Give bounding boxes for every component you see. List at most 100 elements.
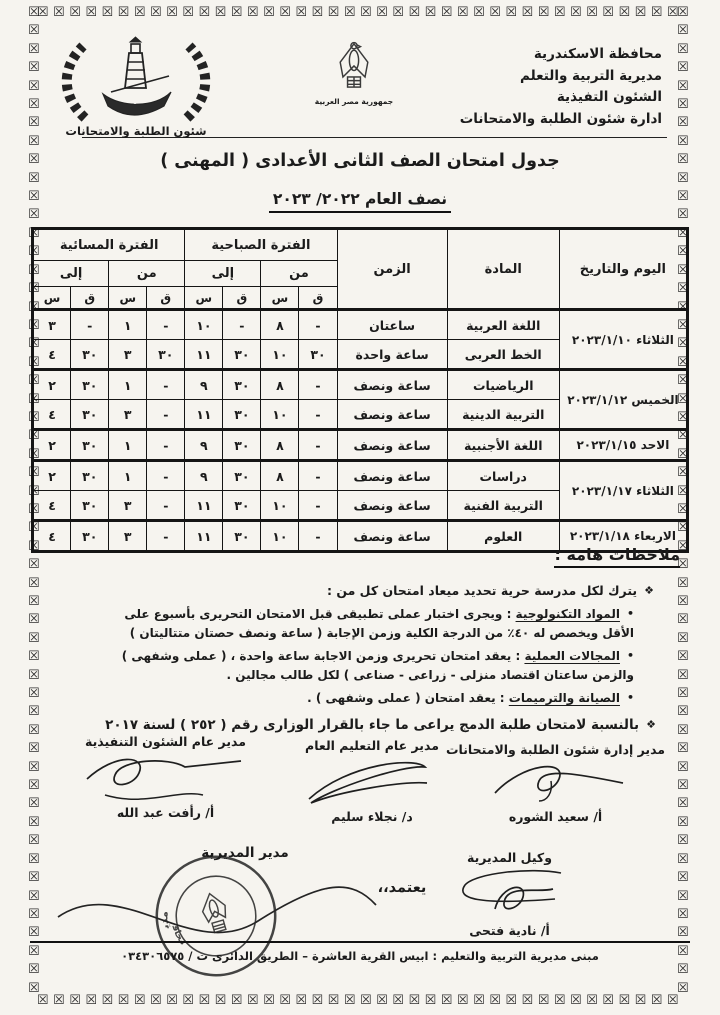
- time-cell: ٣: [108, 339, 148, 370]
- header-hours: س: [184, 286, 224, 310]
- day-cell: الخميس ٢٠٢٣/١/١٢: [558, 368, 689, 430]
- note-text: بالنسبة لامتحان طلبة الدمج يراعى ما جاء …: [105, 717, 640, 733]
- footer-divider: [30, 941, 690, 943]
- time-cell: -: [298, 368, 338, 400]
- signature-title: مدير عام التعليم العام: [305, 738, 439, 753]
- subject-cell: الخط العربى: [446, 339, 560, 370]
- header-minutes: ق: [222, 286, 262, 310]
- signature-name: د/ نجلاء سليم: [331, 809, 413, 824]
- time-cell: -: [146, 490, 186, 521]
- dot-bullet-icon: •: [626, 607, 634, 620]
- header-subject: المادة: [446, 228, 560, 310]
- note-item: ❖ بالنسبة لامتحان طلبة الدمج يراعى ما جاء…: [36, 717, 680, 733]
- table-row: الاحد ٢٠٢٣/١/١٥ اللغة الأجنبية ساعة ونصف…: [31, 428, 689, 461]
- emblem-caption: شئون الطلبة والامتحانات: [65, 124, 207, 138]
- students-exams-admin-line: ادارة شئون الطلبة والامتحانات: [459, 110, 662, 127]
- note-item: • المجالات العملية : يعقد امتحان تحريرى و…: [36, 647, 680, 685]
- time-cell: ٣٠: [298, 339, 338, 370]
- time-cell: ١١: [184, 399, 224, 430]
- time-cell: ١٠: [184, 308, 224, 340]
- directorate-line: مديرية التربية والتعلم: [520, 67, 662, 84]
- signature-scribble: [461, 869, 561, 910]
- time-cell: ٣٠: [70, 368, 110, 400]
- subtitle-text: نصف العام ٢٠٢٢/ ٢٠٢٣: [268, 190, 452, 213]
- time-cell: ١: [108, 428, 148, 461]
- time-cell: -: [298, 459, 338, 491]
- header-day-date: اليوم والتاريخ: [558, 228, 689, 310]
- time-cell: ١١: [184, 490, 224, 521]
- signature-block-general-education: مدير عام التعليم العام د/ نجلاء سليم: [282, 738, 462, 824]
- signature-name: أ/ سعيد الشوره: [508, 809, 603, 824]
- signature-title: وكيل المديرية: [467, 850, 552, 865]
- time-cell: -: [146, 459, 186, 491]
- header-hours: س: [260, 286, 300, 310]
- table-row: الثلاثاء ٢٠٢٣/١/١٧ دراسات ساعة ونصف - ٨ …: [31, 459, 689, 521]
- time-cell: ٣٠: [146, 339, 186, 370]
- letterhead-underline: [82, 137, 667, 138]
- document-title: جدول امتحان الصف الثانى الأعدادى ( المهن…: [160, 151, 560, 171]
- subject-cell: الرياضيات: [446, 368, 560, 400]
- header-from: من: [260, 260, 338, 287]
- time-cell: ١: [108, 368, 148, 400]
- note-item: • الصيانة والترميمات : يعقد امتحان ( عملى…: [36, 689, 680, 708]
- time-cell: ٣٠: [70, 490, 110, 521]
- time-cell: ٨: [260, 428, 300, 461]
- time-cell: ٢: [31, 459, 72, 491]
- time-cell: ١٠: [260, 339, 300, 370]
- stamp-eagle-icon: [201, 892, 227, 934]
- time-cell: ٣٠: [222, 339, 262, 370]
- signature-name: أ/ نادية فتحى: [469, 923, 550, 938]
- note-text: : ويجرى اختبار عملى تطبيقى قبل الامتحان …: [124, 607, 634, 640]
- dot-bullet-icon: •: [626, 649, 634, 662]
- time-cell: ٣٠: [70, 339, 110, 370]
- time-cell: ٣٠: [222, 399, 262, 430]
- subject-cell: العلوم: [446, 519, 560, 552]
- signature-title: مدير عام الشئون التنفيذية: [85, 734, 246, 749]
- time-cell: -: [298, 308, 338, 340]
- day-cell: الثلاثاء ٢٠٢٣/١/١٠: [558, 308, 689, 370]
- time-cell: ٣: [108, 399, 148, 430]
- time-cell: ١٠: [260, 490, 300, 521]
- time-cell: ٩: [184, 428, 224, 461]
- note-lead: المجالات العملية: [524, 649, 620, 663]
- time-cell: ٨: [260, 308, 300, 340]
- header-from: من: [108, 260, 186, 287]
- time-cell: ٤: [31, 399, 72, 430]
- time-cell: ٢: [31, 428, 72, 461]
- time-cell: ٩: [184, 368, 224, 400]
- ornament-border-bottom: ☒☒☒☒☒☒☒☒☒☒☒☒☒☒☒☒☒☒☒☒☒☒☒☒☒☒☒☒☒☒☒☒☒☒☒☒☒☒☒☒: [36, 993, 684, 1008]
- time-cell: ١: [108, 459, 148, 491]
- table-row: الاربعاء ٢٠٢٣/١/١٨ العلوم ساعة ونصف - ١٠…: [31, 519, 689, 552]
- time-cell: ٣٠: [222, 428, 262, 461]
- time-cell: -: [146, 308, 186, 340]
- duration-cell: ساعة ونصف: [336, 490, 448, 521]
- duration-cell: ساعة ونصف: [336, 368, 448, 400]
- note-item: • المواد التكنولوجية : ويجرى اختبار عملى …: [36, 605, 680, 643]
- duration-cell: ساعة ونصف: [336, 519, 448, 552]
- stamp-ring-text-top: مديرية التربية والتعليم: [127, 855, 175, 936]
- time-cell: ٣: [31, 308, 72, 340]
- director-title: مدير المديرية: [201, 845, 289, 861]
- governorate-line: محافظة الاسكندرية: [533, 46, 662, 62]
- students-affairs-emblem: شئون الطلبة والامتحانات: [50, 36, 222, 138]
- signature-scribble: [493, 765, 623, 802]
- signature-scribble: [85, 758, 241, 800]
- time-cell: ٨: [260, 368, 300, 400]
- time-cell: ٣٠: [222, 519, 262, 552]
- time-cell: -: [298, 399, 338, 430]
- header-to: إلى: [31, 260, 110, 287]
- eagle-caption: جمهورية مصر العربية: [314, 97, 394, 106]
- duration-cell: ساعتان: [336, 308, 448, 340]
- table-row: التربية الفنية ساعة ونصف - ١٠ ٣٠ ١١ - ٣ …: [31, 490, 688, 521]
- dot-bullet-icon: •: [626, 691, 634, 704]
- header-evening-period: الفترة المسائية: [31, 228, 186, 261]
- ornament-border-top: ☒☒☒☒☒☒☒☒☒☒☒☒☒☒☒☒☒☒☒☒☒☒☒☒☒☒☒☒☒☒☒☒☒☒☒☒☒☒☒☒: [36, 5, 684, 20]
- subject-cell: التربية الدينية: [446, 399, 560, 430]
- header-to: إلى: [184, 260, 262, 287]
- diamond-bullet-icon: ❖: [644, 584, 654, 597]
- signature-block-exams-director: مدير إدارة شئون الطلبة والامتحانات أ/ سع…: [443, 742, 668, 824]
- time-cell: -: [146, 519, 186, 552]
- time-cell: -: [146, 428, 186, 461]
- subject-cell: اللغة الأجنبية: [446, 428, 560, 461]
